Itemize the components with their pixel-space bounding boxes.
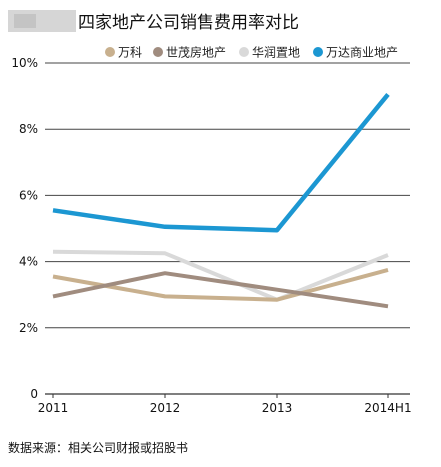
legend-label: 世茂房地产 — [166, 45, 226, 60]
legend-label: 万达商业地产 — [326, 45, 398, 60]
y-tick-label: 4% — [19, 255, 38, 269]
x-axis-ticks: 2011 2012 2013 2014H1 — [38, 401, 412, 415]
legend: 万科 世茂房地产 华润置地 万达商业地产 — [105, 45, 398, 60]
y-tick-label: 0 — [30, 387, 38, 401]
x-tick-label: 2014H1 — [364, 401, 411, 415]
x-tick-label: 2013 — [262, 401, 293, 415]
logo-blurred-inner — [14, 14, 36, 28]
y-tick-label: 2% — [19, 321, 38, 335]
x-tick-label: 2012 — [150, 401, 181, 415]
series-line-4 — [52, 92, 390, 233]
legend-label: 万科 — [118, 46, 142, 60]
y-tick-label: 10% — [11, 56, 38, 70]
x-tick-label: 2011 — [38, 401, 69, 415]
series-line-2 — [52, 271, 389, 309]
legend-swatch — [105, 47, 115, 57]
y-tick-label: 6% — [19, 188, 38, 202]
legend-label: 华润置地 — [252, 46, 300, 60]
series-line-3 — [52, 249, 389, 302]
legend-swatch — [313, 47, 323, 57]
legend-swatch — [153, 47, 163, 57]
grid — [45, 62, 410, 398]
legend-swatch — [239, 47, 249, 57]
source-note: 数据来源：相关公司财报或招股书 — [8, 440, 188, 455]
series-lines — [52, 92, 390, 309]
chart-title: 四家地产公司销售费用率对比 — [78, 13, 299, 33]
y-axis-ticks: 0 2% 4% 6% 8% 10% — [11, 56, 38, 401]
y-tick-label: 8% — [19, 122, 38, 136]
